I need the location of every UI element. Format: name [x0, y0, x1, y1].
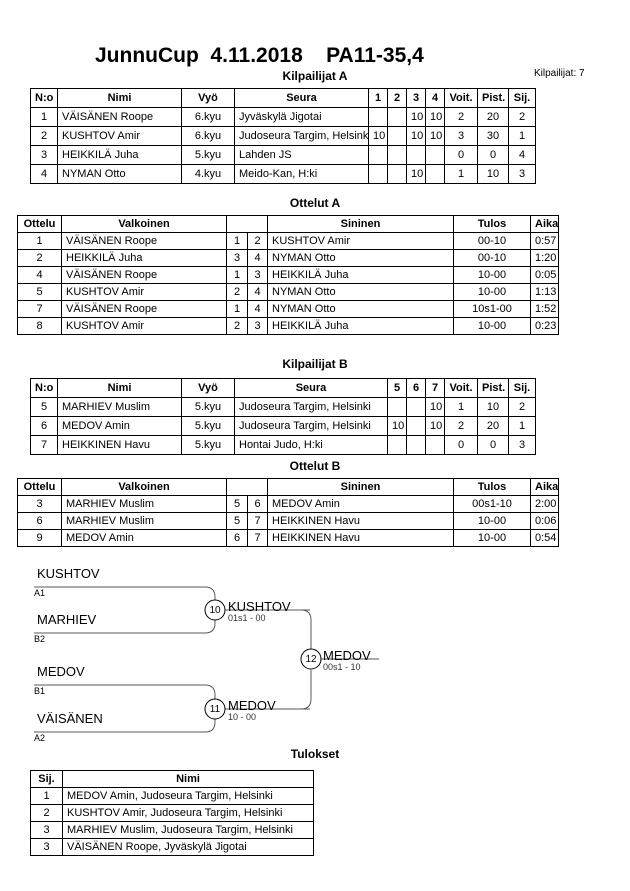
svg-text:11: 11 [210, 704, 221, 715]
svg-text:10: 10 [209, 605, 221, 616]
svg-text:12: 12 [305, 654, 317, 665]
